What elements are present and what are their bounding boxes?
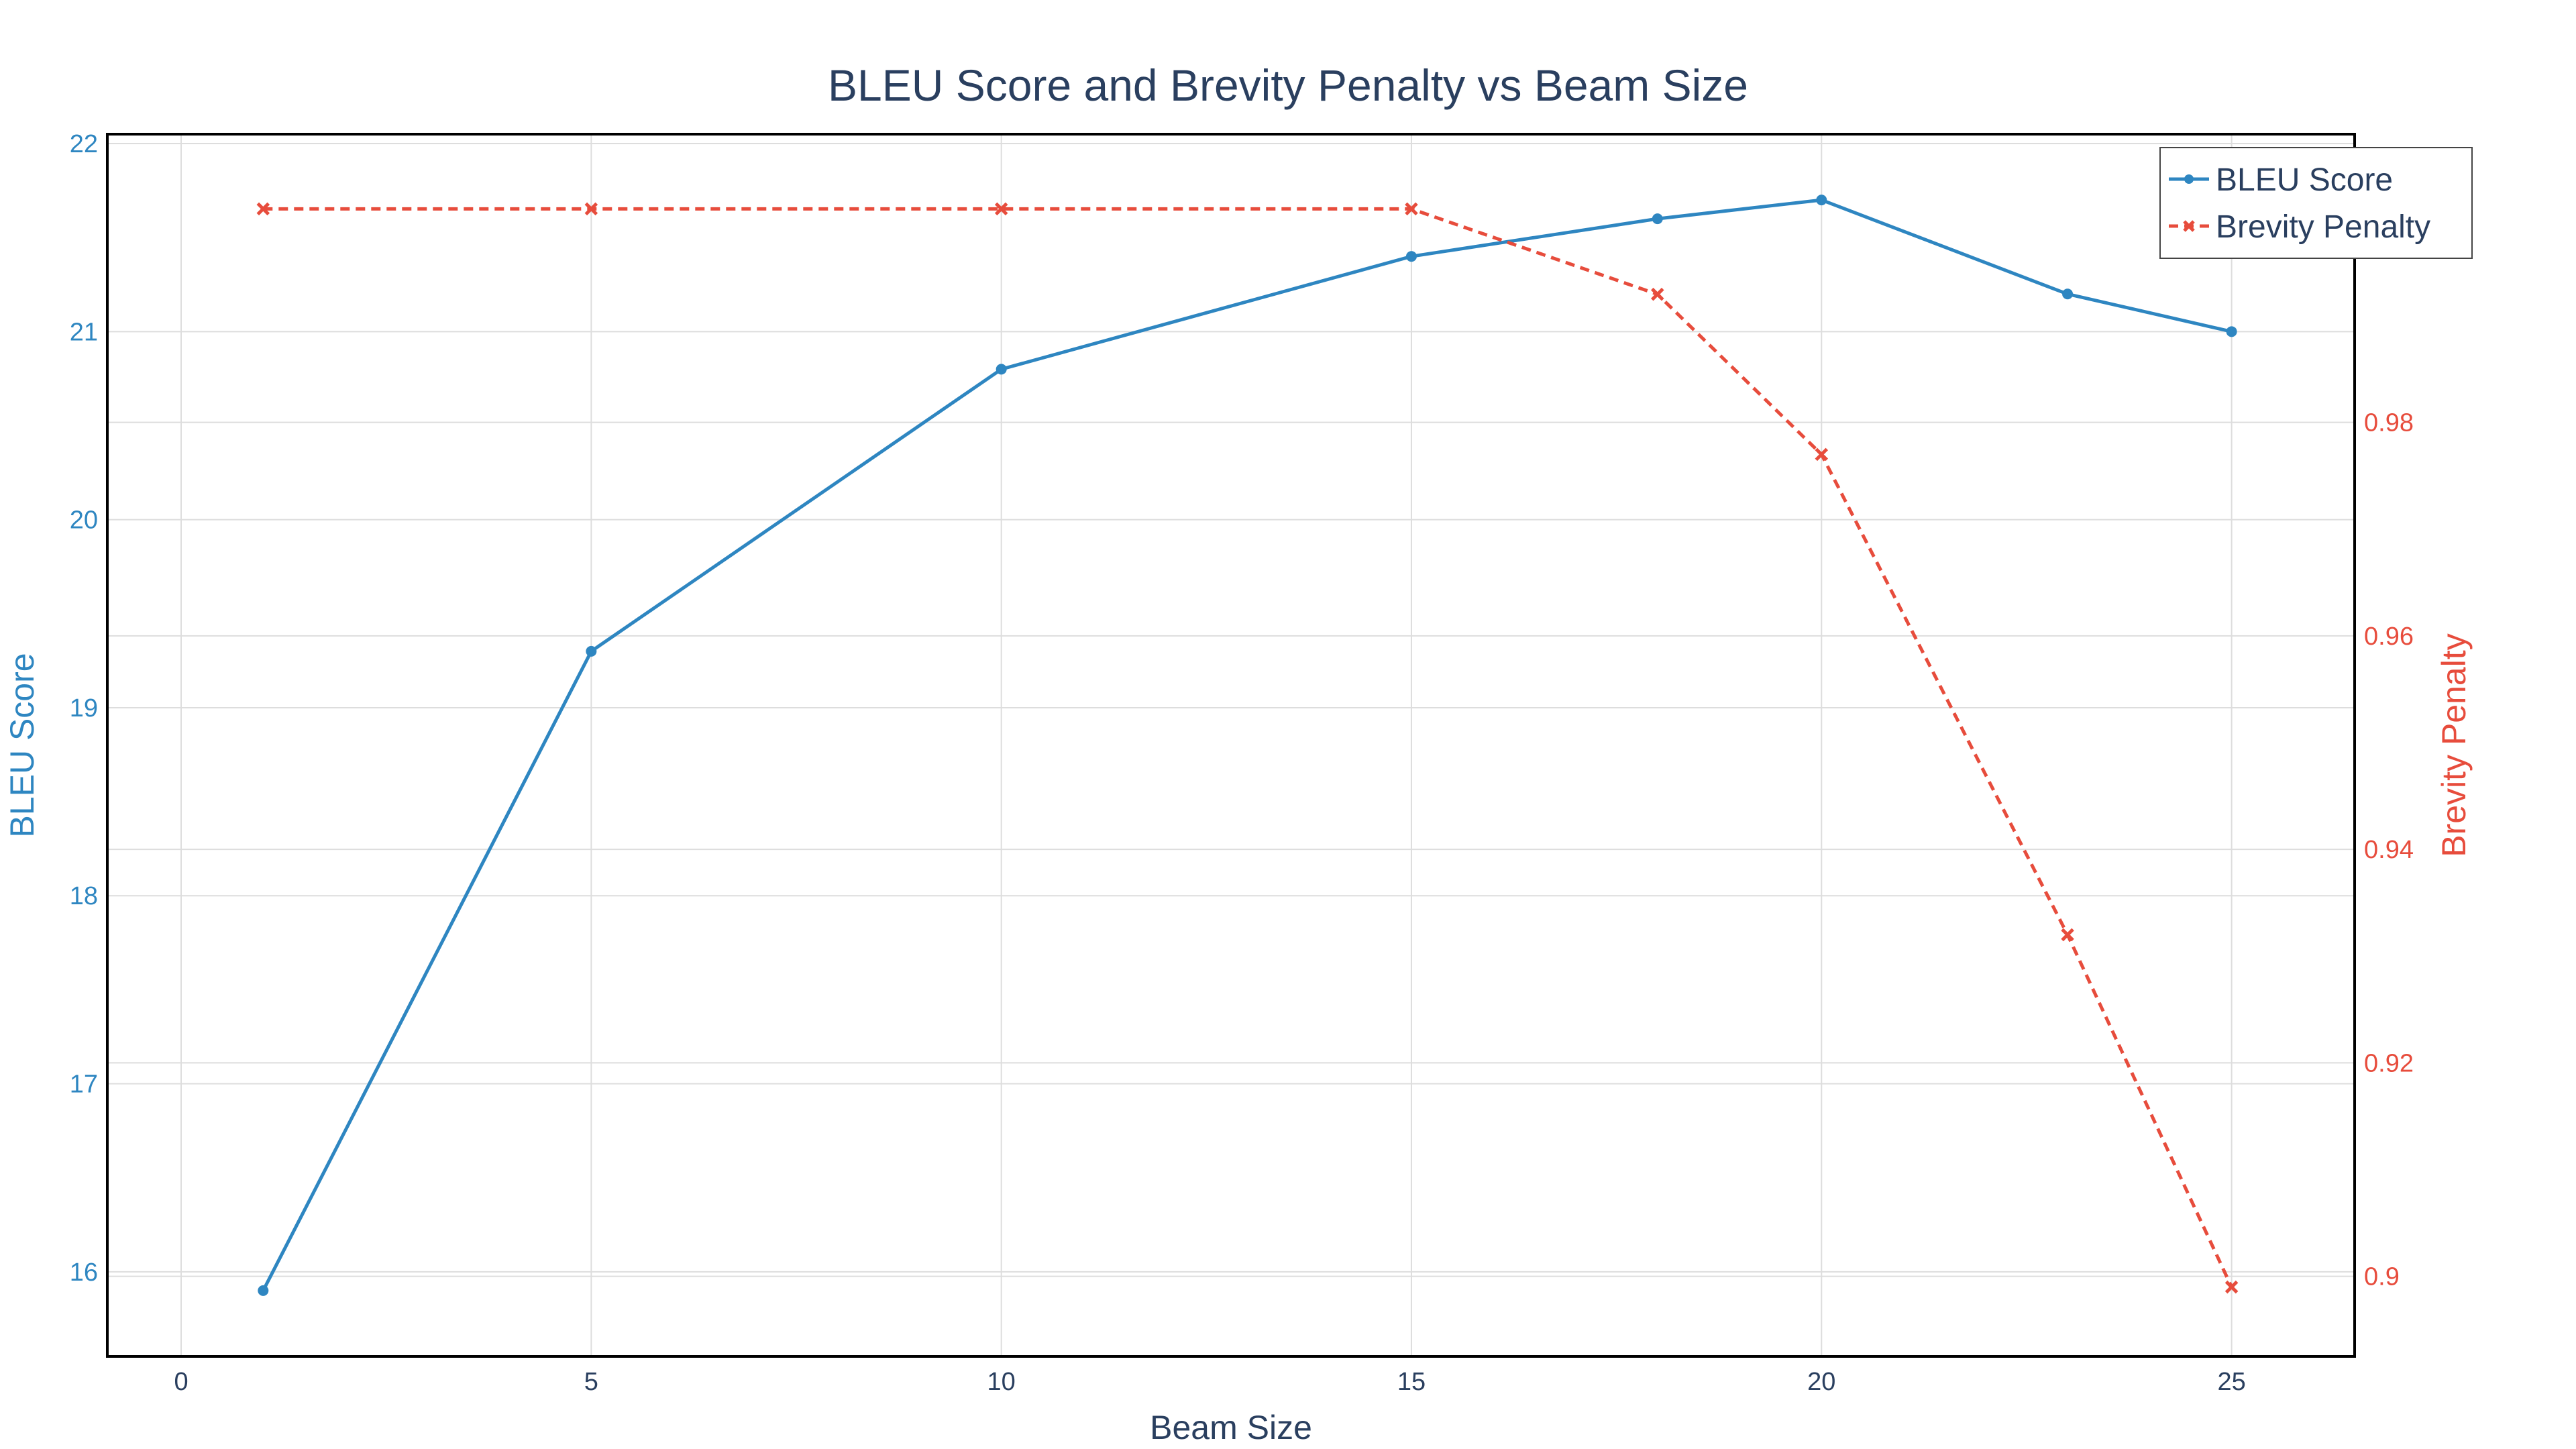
x-tick-label: 5 bbox=[584, 1368, 598, 1396]
point-bleu bbox=[2226, 326, 2237, 337]
y-tick-label: 18 bbox=[70, 882, 98, 910]
x-tick-label: 15 bbox=[1397, 1368, 1426, 1396]
point-bleu bbox=[1405, 251, 1417, 262]
point-brevity bbox=[256, 202, 270, 216]
x-tick-label: 25 bbox=[2217, 1368, 2245, 1396]
legend-item-bleu: BLEU Score bbox=[2169, 162, 2393, 198]
series-line-brevity bbox=[263, 207, 2233, 1288]
point-bleu bbox=[258, 1285, 269, 1296]
y-tick-label: 16 bbox=[70, 1258, 98, 1287]
legend-box bbox=[2159, 147, 2473, 259]
point-brevity bbox=[994, 202, 1008, 216]
point-bleu bbox=[996, 364, 1007, 375]
chart-title: BLEU Score and Brevity Penalty vs Beam S… bbox=[828, 60, 1748, 110]
series-line-bleu bbox=[262, 198, 2233, 1292]
x-tick-label: 0 bbox=[174, 1368, 188, 1396]
legend-label-brevity: Brevity Penalty bbox=[2216, 209, 2430, 245]
point-bleu bbox=[1652, 213, 1663, 225]
tick-labels: 0 5 10 15 20 25 16 17 18 19 20 21 22 0.9 0.92 0.94 0.96 0… bbox=[70, 130, 2414, 1396]
point-brevity bbox=[584, 202, 598, 216]
y-tick-label: 17 bbox=[70, 1071, 98, 1099]
x-tick-label: 20 bbox=[1807, 1368, 1835, 1396]
series-layer bbox=[256, 195, 2239, 1296]
point-brevity bbox=[2061, 928, 2074, 942]
point-brevity bbox=[1815, 447, 1829, 462]
y-tick-label: 22 bbox=[70, 130, 98, 158]
y2-tick-label: 0.94 bbox=[2364, 836, 2414, 864]
legend-item-brevity: Brevity Penalty bbox=[2169, 209, 2430, 245]
point-brevity bbox=[2224, 1280, 2239, 1294]
y2-tick-label: 0.9 bbox=[2364, 1263, 2400, 1291]
y2-tick-label: 0.92 bbox=[2364, 1049, 2414, 1077]
y2-axis-title: Brevity Penalty bbox=[2435, 633, 2473, 857]
y-axis-title: BLEU Score bbox=[3, 653, 41, 837]
plot-frame bbox=[106, 133, 2356, 1358]
point-brevity bbox=[1405, 202, 1418, 216]
legend-marker-brevity bbox=[2183, 220, 2195, 232]
point-brevity bbox=[1651, 287, 1664, 301]
x-axis-title: Beam Size bbox=[1150, 1409, 1312, 1446]
y-tick-label: 20 bbox=[70, 506, 98, 535]
x-tick-label: 10 bbox=[987, 1368, 1016, 1396]
legend: BLEU Score Brevity Penalty bbox=[2159, 147, 2473, 259]
y2-tick-label: 0.96 bbox=[2364, 623, 2414, 651]
y-tick-label: 19 bbox=[70, 694, 98, 722]
point-bleu bbox=[586, 645, 597, 657]
legend-label-bleu: BLEU Score bbox=[2216, 162, 2393, 198]
y2-tick-label: 0.98 bbox=[2364, 409, 2414, 437]
point-bleu bbox=[2062, 288, 2074, 300]
point-bleu bbox=[1816, 195, 1827, 206]
legend-marker-bleu bbox=[2184, 174, 2194, 184]
y-tick-label: 21 bbox=[70, 318, 98, 346]
grid bbox=[107, 134, 2355, 1356]
